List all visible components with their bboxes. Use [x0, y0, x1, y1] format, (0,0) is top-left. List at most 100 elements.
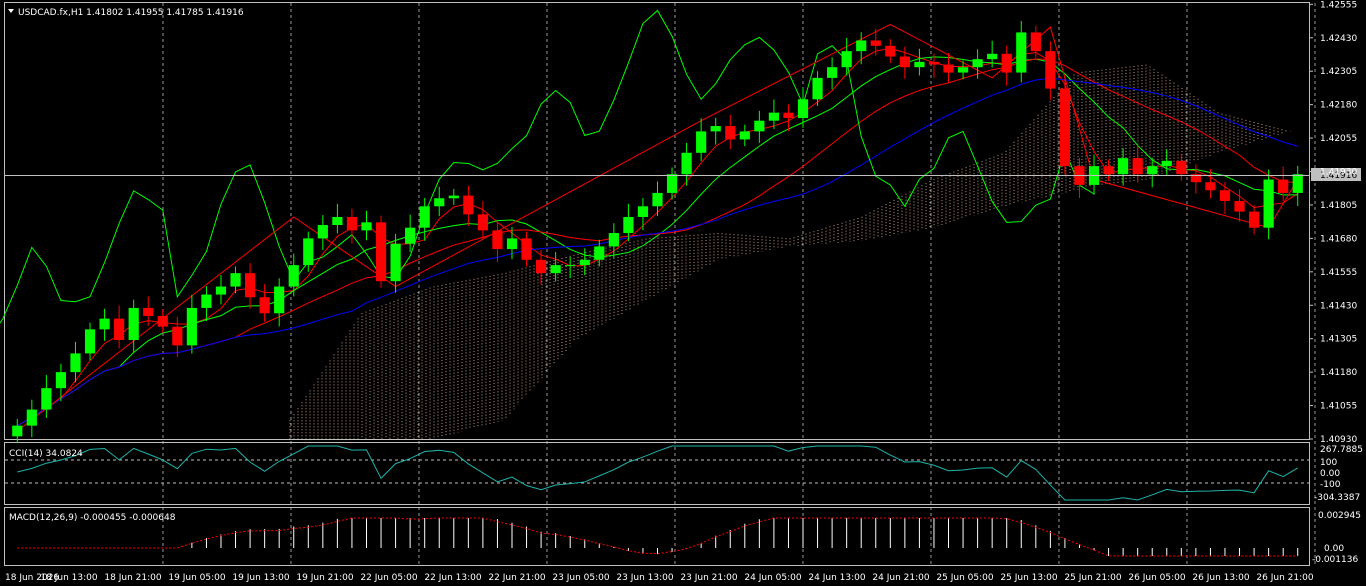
bull-candle — [215, 286, 227, 295]
cci-panel-frame — [4, 442, 1310, 505]
bear-candle — [143, 307, 154, 316]
bull-candle — [608, 233, 619, 247]
cci-level-100: 100 — [1320, 458, 1337, 468]
cci-level-0: 0.00 — [1320, 469, 1340, 479]
bull-candle — [1161, 160, 1172, 167]
bull-candle — [434, 198, 445, 207]
ma-green-line — [17, 56, 1298, 427]
time-label: 23 Jun 13:00 — [616, 573, 673, 583]
bear-candle — [1234, 200, 1245, 212]
time-label: 22 Jun 05:00 — [360, 573, 417, 583]
bull-candle — [550, 265, 561, 274]
bull-candle — [405, 227, 416, 244]
bull-candle — [448, 195, 459, 199]
zigzag-line — [16, 23, 1299, 432]
chikou-line — [0, 9, 1095, 324]
cci-level-minus100: -100 — [1320, 480, 1341, 490]
current-price-tag — [1311, 168, 1361, 181]
cci-title: CCI(14) 34.0824 — [9, 449, 83, 459]
time-label: 25 Jun 05:00 — [936, 573, 993, 583]
bear-candle — [899, 56, 910, 68]
time-label: 22 Jun 13:00 — [424, 573, 481, 583]
price-label: 1.41555 — [1320, 268, 1357, 278]
bull-candle — [623, 216, 634, 234]
price-label: 1.42180 — [1320, 101, 1357, 111]
time-label: 23 Jun 21:00 — [680, 573, 737, 583]
macd-signal-line — [17, 517, 1298, 557]
bear-candle — [783, 112, 794, 119]
bear-candle — [346, 216, 358, 231]
macd-level-min: -0.001136 — [1312, 555, 1358, 565]
sub-panel-plots — [17, 445, 1299, 557]
bull-candle — [652, 192, 663, 207]
cci-level-max: 267.7885 — [1320, 445, 1363, 455]
time-label: 26 Jun 05:00 — [1128, 573, 1185, 583]
bear-candle — [1132, 158, 1143, 175]
bear-candle — [114, 318, 125, 341]
time-label: 18 Jun 2026 — [5, 573, 59, 583]
bull-candle — [186, 307, 197, 346]
bull-candle — [696, 131, 707, 153]
price-label: 1.40930 — [1320, 435, 1357, 445]
bull-candle — [84, 329, 96, 354]
bull-candle — [856, 40, 867, 52]
bull-candle — [99, 318, 110, 330]
price-label: 1.41805 — [1320, 201, 1357, 211]
price-label: 1.41430 — [1320, 301, 1357, 311]
bear-candle — [157, 315, 168, 327]
bull-candle — [1292, 174, 1303, 193]
bear-candle — [492, 230, 503, 250]
time-label: 26 Jun 13:00 — [1192, 573, 1249, 583]
bull-candle — [1118, 158, 1129, 175]
bull-candle — [666, 174, 678, 193]
time-label: 24 Jun 13:00 — [808, 573, 865, 583]
price-label: 1.41930 — [1320, 168, 1357, 178]
bear-candle — [1059, 88, 1071, 167]
price-label: 1.41055 — [1320, 402, 1357, 412]
bear-candle — [259, 297, 270, 314]
time-label: 25 Jun 13:00 — [1000, 573, 1057, 583]
bull-candle — [26, 409, 37, 426]
price-label: 1.41180 — [1320, 368, 1357, 378]
time-label: 24 Jun 21:00 — [872, 573, 929, 583]
bear-candle — [885, 45, 896, 57]
price-label: 1.41305 — [1320, 335, 1357, 345]
bear-candle — [172, 326, 183, 346]
bull-candle — [594, 246, 605, 260]
bull-candle — [914, 61, 925, 68]
time-label: 19 Jun 13:00 — [232, 573, 289, 583]
bull-candle — [230, 273, 241, 287]
candlesticks — [12, 20, 1303, 444]
cci-line — [17, 445, 1298, 501]
time-label: 18 Jun 13:00 — [40, 573, 97, 583]
bull-candle — [41, 388, 52, 410]
bull-candle — [579, 259, 590, 266]
bear-candle — [1176, 160, 1187, 175]
bull-candle — [390, 243, 401, 282]
bull-candle — [128, 307, 139, 341]
time-label: 22 Jun 21:00 — [488, 573, 545, 583]
bear-candle — [725, 126, 736, 140]
bear-candle — [536, 259, 547, 274]
bear-candle — [928, 61, 940, 65]
bull-candle — [317, 225, 328, 239]
symbol-dropdown-icon[interactable] — [8, 9, 14, 13]
macd-level-0: 0.00 — [1324, 544, 1344, 554]
bull-candle — [274, 286, 285, 314]
bull-candle — [419, 206, 430, 228]
time-label: 19 Jun 05:00 — [168, 573, 225, 583]
bull-candle — [812, 77, 823, 100]
time-label: 19 Jun 21:00 — [296, 573, 353, 583]
time-label: 25 Jun 21:00 — [1064, 573, 1121, 583]
bull-candle — [768, 112, 779, 121]
bull-candle — [841, 51, 852, 68]
bull-candle — [710, 126, 721, 132]
bear-candle — [1001, 53, 1012, 73]
bear-candle — [1219, 190, 1231, 201]
bear-candle — [244, 273, 256, 298]
bear-candle — [521, 238, 532, 260]
macd-level-max: 0.002945 — [1318, 511, 1361, 521]
current-price-label: 1.41916 — [1320, 171, 1357, 181]
bull-candle — [827, 67, 838, 78]
